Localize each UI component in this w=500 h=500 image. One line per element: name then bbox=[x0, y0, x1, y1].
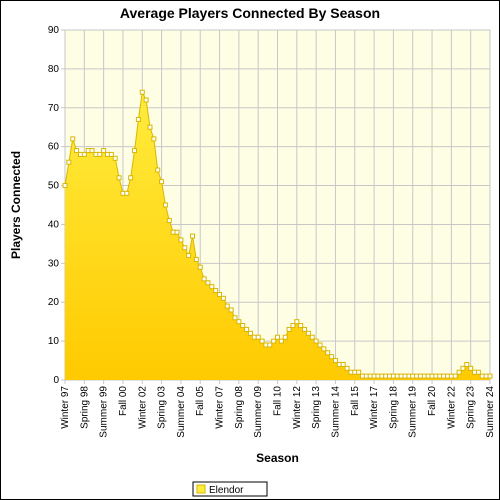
chart-svg: 0 10 20 30 40 50 60 70 80 90 Winter 97 Spring 98 Sum… bbox=[0, 0, 500, 500]
tick-label-x: Summer 24 bbox=[485, 386, 496, 438]
tick-label-x: Summer 09 bbox=[253, 386, 264, 438]
tick-label-y: 80 bbox=[48, 64, 60, 75]
series-marker bbox=[175, 230, 179, 234]
series-marker bbox=[187, 254, 191, 258]
tick-label-x: Spring 08 bbox=[234, 386, 245, 429]
series-marker bbox=[198, 265, 202, 269]
tick-label-x: Fall 05 bbox=[195, 386, 206, 416]
legend-label: Elendor bbox=[209, 485, 244, 496]
tick-label-x: Fall 00 bbox=[118, 386, 129, 416]
chart-container: 0 10 20 30 40 50 60 70 80 90 Winter 97 Spring 98 Sum… bbox=[0, 0, 500, 500]
series-marker bbox=[148, 125, 152, 129]
series-marker bbox=[129, 176, 133, 180]
chart-title: Average Players Connected By Season bbox=[120, 5, 380, 21]
tick-label-x: Spring 13 bbox=[311, 386, 322, 429]
tick-label-x: Summer 14 bbox=[330, 386, 341, 438]
series-marker bbox=[71, 137, 75, 141]
series-marker bbox=[133, 149, 137, 153]
tick-label-y: 70 bbox=[48, 103, 60, 114]
tick-label-y: 40 bbox=[48, 219, 60, 230]
tick-label-x: Spring 23 bbox=[466, 386, 477, 429]
tick-label-y: 0 bbox=[53, 375, 59, 386]
tick-label-x: Summer 04 bbox=[176, 386, 187, 438]
tick-label-x: Summer 19 bbox=[408, 386, 419, 438]
tick-label-y: 20 bbox=[48, 297, 60, 308]
series-marker bbox=[63, 184, 67, 188]
tick-label-x: Spring 18 bbox=[388, 386, 399, 429]
series-marker bbox=[117, 176, 121, 180]
tick-label-x: Fall 15 bbox=[350, 386, 361, 416]
series-marker bbox=[160, 180, 164, 184]
series-marker bbox=[144, 98, 148, 102]
series-marker bbox=[221, 296, 225, 300]
series-marker bbox=[179, 238, 183, 242]
series-marker bbox=[194, 257, 198, 261]
series-marker bbox=[488, 374, 492, 378]
tick-label-x: Winter 12 bbox=[292, 386, 303, 429]
tick-label-x: Summer 99 bbox=[99, 386, 110, 438]
series-marker bbox=[283, 335, 287, 339]
tick-label-x: Winter 02 bbox=[137, 386, 148, 429]
x-axis-label: Season bbox=[256, 451, 299, 465]
tick-label-y: 30 bbox=[48, 258, 60, 269]
tick-label-y: 50 bbox=[48, 181, 60, 192]
series-marker bbox=[152, 137, 156, 141]
series-marker bbox=[136, 117, 140, 121]
tick-label-x: Winter 07 bbox=[215, 386, 226, 429]
y-axis-label: Players Connected bbox=[9, 151, 23, 259]
tick-label-x: Fall 20 bbox=[427, 386, 438, 416]
series-marker bbox=[183, 246, 187, 250]
series-marker bbox=[163, 203, 167, 207]
tick-label-x: Winter 17 bbox=[369, 386, 380, 429]
tick-label-y: 10 bbox=[48, 336, 60, 347]
series-marker bbox=[191, 234, 195, 238]
series-marker bbox=[125, 191, 129, 195]
tick-label-x: Winter 22 bbox=[446, 386, 457, 429]
tick-label-x: Winter 97 bbox=[60, 386, 71, 429]
series-marker bbox=[167, 219, 171, 223]
series-marker bbox=[140, 90, 144, 94]
tick-label-y: 60 bbox=[48, 142, 60, 153]
tick-label-x: Fall 10 bbox=[273, 386, 284, 416]
series-marker bbox=[113, 156, 117, 160]
tick-label-x: Spring 03 bbox=[157, 386, 168, 429]
series-marker bbox=[229, 308, 233, 312]
tick-label-y: 90 bbox=[48, 25, 60, 36]
series-marker bbox=[67, 160, 71, 164]
tick-label-x: Spring 98 bbox=[79, 386, 90, 429]
legend-swatch bbox=[197, 485, 205, 493]
series-marker bbox=[156, 168, 160, 172]
